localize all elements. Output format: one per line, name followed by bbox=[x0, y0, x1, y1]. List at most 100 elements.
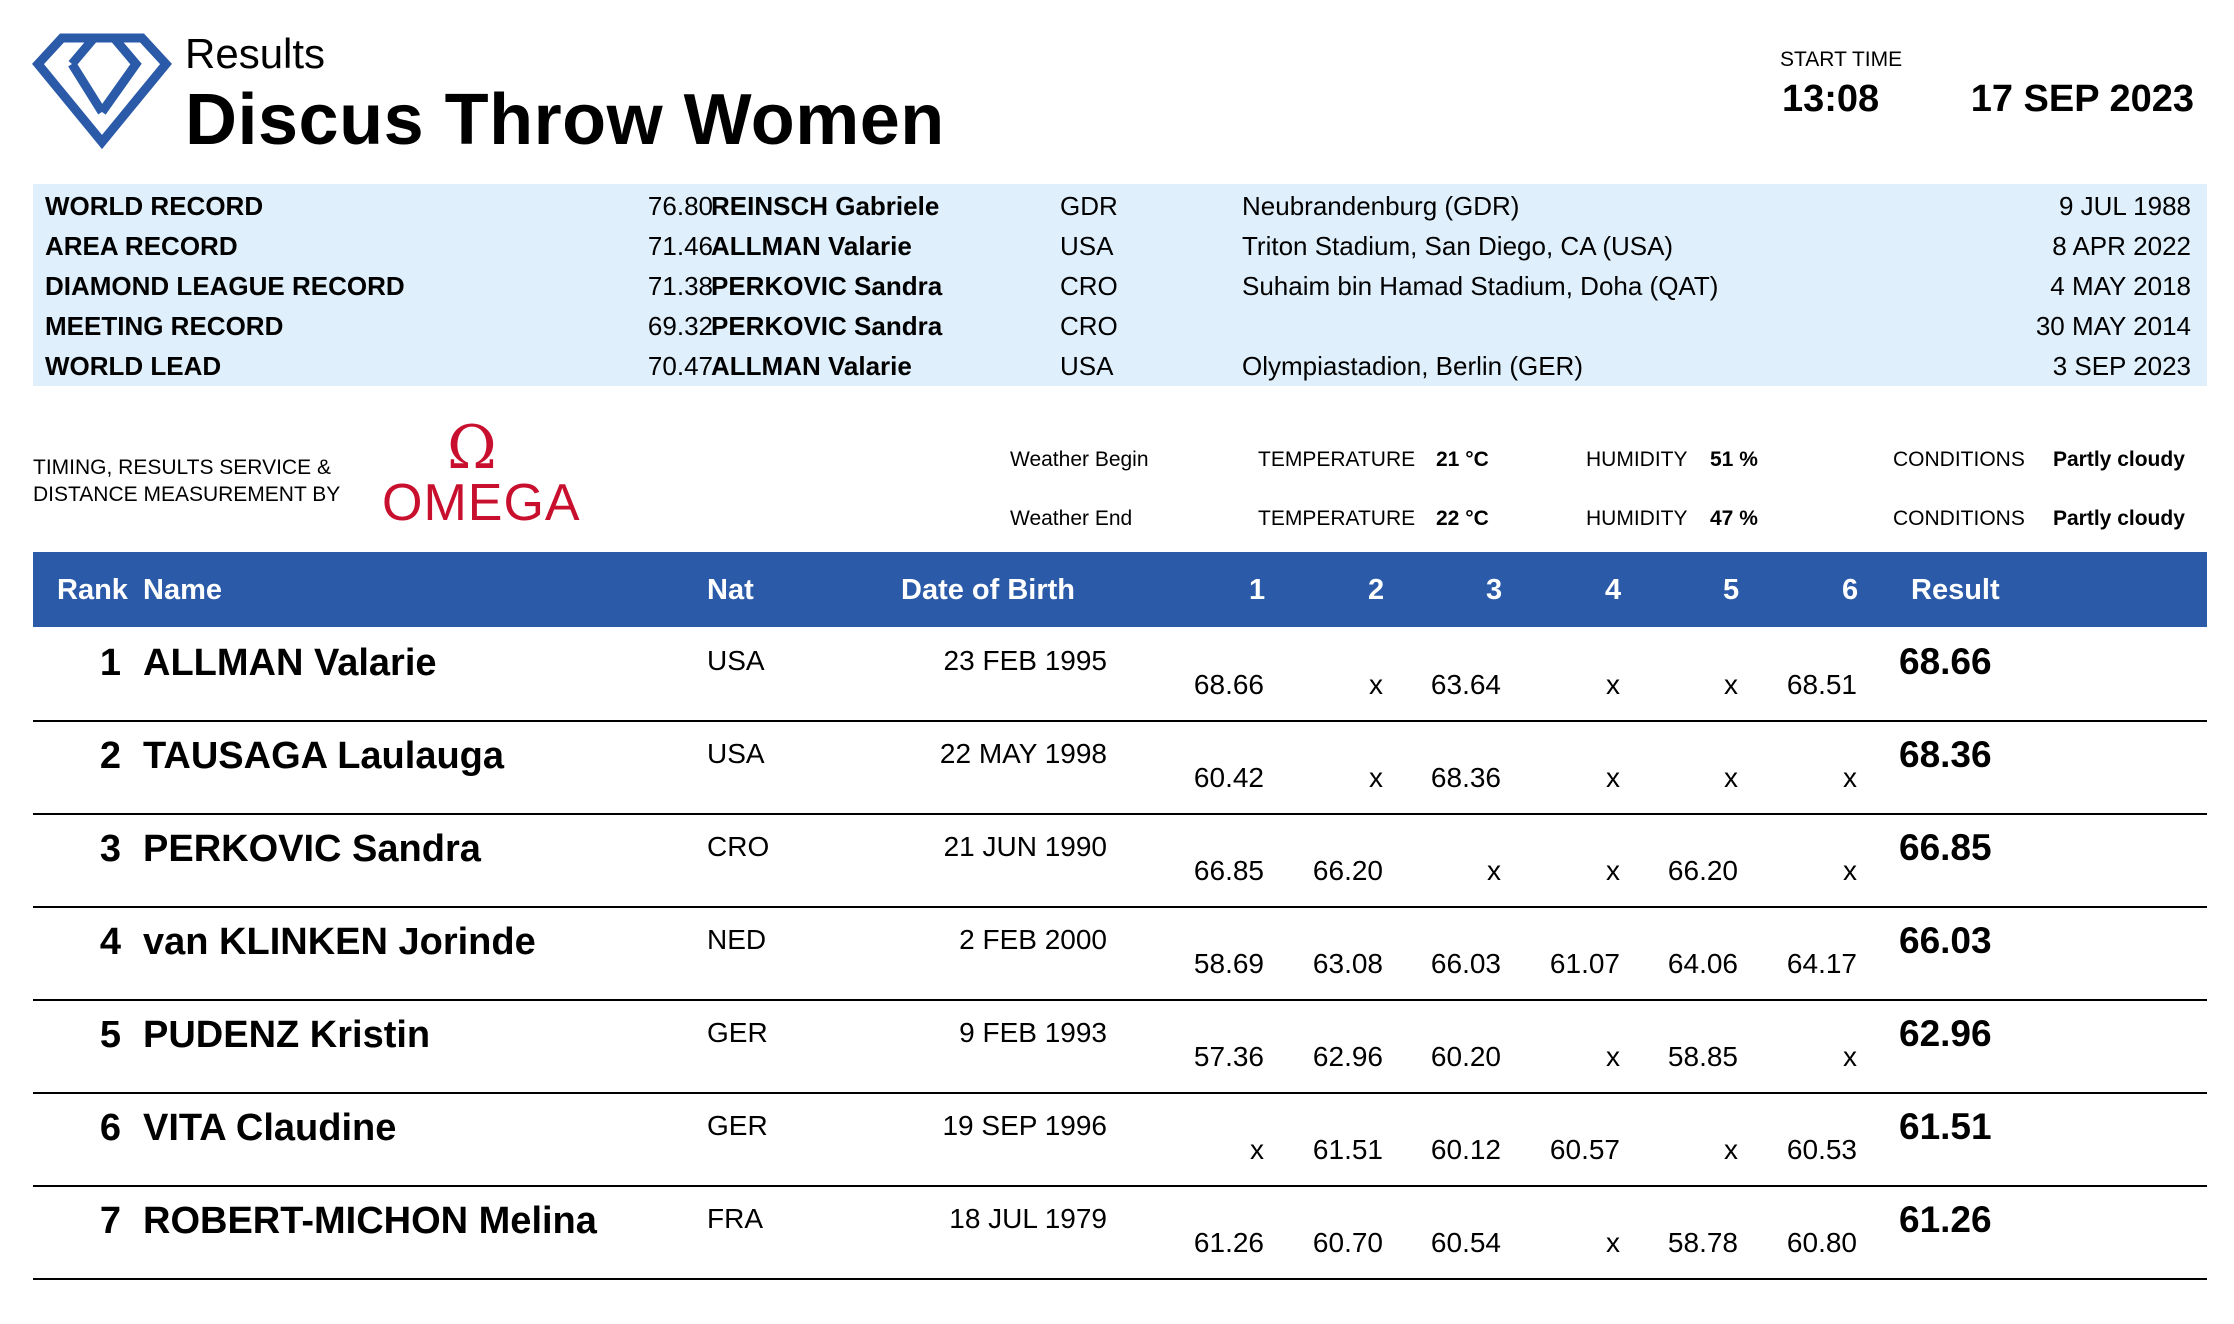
results-table-header: Rank Name Nat Date of Birth 1 2 3 4 5 6 … bbox=[33, 552, 2207, 627]
record-nat: GDR bbox=[1060, 191, 1118, 221]
nat-cell: USA bbox=[707, 738, 765, 769]
dob-cell: 23 FEB 1995 bbox=[943, 645, 1107, 676]
name-cell: VITA Claudine bbox=[143, 1107, 397, 1149]
attempt-cell: 68.36 bbox=[1430, 762, 1501, 793]
col-attempt-1-header: 1 bbox=[1249, 574, 1266, 606]
table-row: 5 PUDENZ Kristin GER 9 FEB 1993 57.36 62… bbox=[33, 999, 2207, 1094]
record-row: AREA RECORD 71.46 ALLMAN Valarie USA Tri… bbox=[33, 226, 2207, 266]
record-row: WORLD LEAD 70.47 ALLMAN Valarie USA Olym… bbox=[33, 346, 2207, 386]
name-cell: PUDENZ Kristin bbox=[143, 1014, 431, 1056]
nat-cell: NED bbox=[707, 924, 767, 955]
dob-cell: 19 SEP 1996 bbox=[942, 1110, 1107, 1141]
record-date: 4 MAY 2018 bbox=[2050, 271, 2191, 301]
rank-cell: 5 bbox=[99, 1014, 121, 1056]
conditions-value: Partly cloudy bbox=[2053, 448, 2185, 471]
attempt-cell: 62.96 bbox=[1312, 1041, 1383, 1072]
conditions-label: CONDITIONS bbox=[1893, 507, 2025, 530]
record-label: MEETING RECORD bbox=[45, 311, 284, 341]
record-venue: Olympiastadion, Berlin (GER) bbox=[1242, 351, 1583, 381]
dob-cell: 18 JUL 1979 bbox=[949, 1203, 1107, 1234]
attempt-cell: 60.57 bbox=[1549, 1134, 1620, 1165]
attempt-cell: 57.36 bbox=[1193, 1041, 1264, 1072]
dob-cell: 21 JUN 1990 bbox=[943, 831, 1107, 862]
attempt-cell: x bbox=[1606, 669, 1620, 700]
attempt-cell: x bbox=[1606, 1227, 1620, 1258]
attempt-cell: 58.69 bbox=[1193, 948, 1264, 979]
result-cell: 68.36 bbox=[1899, 734, 1992, 775]
record-athlete: REINSCH Gabriele bbox=[711, 191, 940, 221]
humidity-value: 51 % bbox=[1710, 448, 1758, 471]
rank-cell: 1 bbox=[99, 642, 121, 684]
record-date: 3 SEP 2023 bbox=[2052, 351, 2191, 381]
record-date: 9 JUL 1988 bbox=[2058, 191, 2191, 221]
result-cell: 61.51 bbox=[1899, 1106, 1992, 1147]
nat-cell: FRA bbox=[707, 1203, 763, 1234]
dob-cell: 22 MAY 1998 bbox=[939, 738, 1107, 769]
attempt-cell: 66.85 bbox=[1193, 855, 1264, 886]
record-athlete: ALLMAN Valarie bbox=[711, 351, 912, 381]
record-venue: Suhaim bin Hamad Stadium, Doha (QAT) bbox=[1242, 271, 1719, 301]
col-attempt-4-header: 4 bbox=[1605, 574, 1622, 606]
col-name-header: Name bbox=[143, 574, 222, 606]
nat-cell: GER bbox=[707, 1017, 768, 1048]
record-mark: 71.38 bbox=[647, 271, 713, 301]
record-mark: 71.46 bbox=[647, 231, 713, 261]
table-row: 1 ALLMAN Valarie USA 23 FEB 1995 68.66 x… bbox=[33, 627, 2207, 722]
rank-cell: 4 bbox=[99, 921, 121, 963]
name-cell: TAUSAGA Laulauga bbox=[143, 735, 505, 777]
record-row: MEETING RECORD 69.32 PERKOVIC Sandra CRO… bbox=[33, 306, 2207, 346]
weather-label: Weather Begin bbox=[1010, 448, 1149, 471]
record-mark: 70.47 bbox=[647, 351, 713, 381]
record-nat: USA bbox=[1060, 231, 1114, 261]
attempt-cell: 68.51 bbox=[1786, 669, 1857, 700]
attempt-cell: 66.03 bbox=[1430, 948, 1501, 979]
attempt-cell: x bbox=[1843, 855, 1857, 886]
temperature-label: TEMPERATURE bbox=[1258, 448, 1416, 471]
nat-cell: GER bbox=[707, 1110, 768, 1141]
attempt-cell: x bbox=[1843, 1041, 1857, 1072]
rank-cell: 7 bbox=[99, 1200, 121, 1242]
col-attempt-5-header: 5 bbox=[1723, 574, 1740, 606]
result-cell: 66.03 bbox=[1899, 920, 1992, 961]
omega-symbol-icon: Ω bbox=[447, 413, 497, 483]
timing-line-1: TIMING, RESULTS SERVICE & bbox=[33, 456, 331, 479]
attempt-cell: 60.20 bbox=[1430, 1041, 1501, 1072]
name-cell: van KLINKEN Jorinde bbox=[143, 921, 536, 963]
attempt-cell: 60.53 bbox=[1786, 1134, 1857, 1165]
table-row: 2 TAUSAGA Laulauga USA 22 MAY 1998 60.42… bbox=[33, 720, 2207, 815]
result-cell: 66.85 bbox=[1899, 827, 1992, 868]
attempt-cell: 66.20 bbox=[1667, 855, 1738, 886]
attempt-cell: 60.70 bbox=[1312, 1227, 1383, 1258]
table-row: 6 VITA Claudine GER 19 SEP 1996 x 61.51 … bbox=[33, 1092, 2207, 1187]
temperature-value: 21 °C bbox=[1436, 448, 1489, 471]
temperature-label: TEMPERATURE bbox=[1258, 507, 1416, 530]
table-row: 4 van KLINKEN Jorinde NED 2 FEB 2000 58.… bbox=[33, 906, 2207, 1001]
attempt-cell: x bbox=[1724, 762, 1738, 793]
timing-credit: TIMING, RESULTS SERVICE & DISTANCE MEASU… bbox=[33, 454, 340, 508]
attempt-cell: 64.06 bbox=[1667, 948, 1738, 979]
attempt-cell: 60.12 bbox=[1430, 1134, 1501, 1165]
attempt-cell: 60.54 bbox=[1430, 1227, 1501, 1258]
record-mark: 76.80 bbox=[647, 191, 713, 221]
conditions-value: Partly cloudy bbox=[2053, 507, 2185, 530]
record-venue: Triton Stadium, San Diego, CA (USA) bbox=[1242, 231, 1674, 261]
diamond-league-logo-icon bbox=[32, 33, 172, 150]
attempt-cell: x bbox=[1843, 762, 1857, 793]
humidity-label: HUMIDITY bbox=[1586, 507, 1688, 530]
page-subtitle: Results bbox=[185, 30, 326, 77]
record-row: WORLD RECORD 76.80 REINSCH Gabriele GDR … bbox=[33, 186, 2207, 226]
col-result-header: Result bbox=[1911, 574, 2000, 606]
record-nat: CRO bbox=[1060, 271, 1118, 301]
attempt-cell: 68.66 bbox=[1193, 669, 1264, 700]
record-label: AREA RECORD bbox=[45, 231, 238, 261]
record-mark: 69.32 bbox=[647, 311, 713, 341]
col-attempt-3-header: 3 bbox=[1486, 574, 1503, 606]
attempt-cell: 60.80 bbox=[1786, 1227, 1857, 1258]
attempt-cell: x bbox=[1250, 1134, 1264, 1165]
attempt-cell: 61.51 bbox=[1312, 1134, 1383, 1165]
col-dob-header: Date of Birth bbox=[901, 574, 1075, 606]
attempt-cell: x bbox=[1369, 762, 1383, 793]
weather-label: Weather End bbox=[1010, 507, 1133, 530]
name-cell: ALLMAN Valarie bbox=[143, 642, 437, 684]
attempt-cell: x bbox=[1724, 1134, 1738, 1165]
